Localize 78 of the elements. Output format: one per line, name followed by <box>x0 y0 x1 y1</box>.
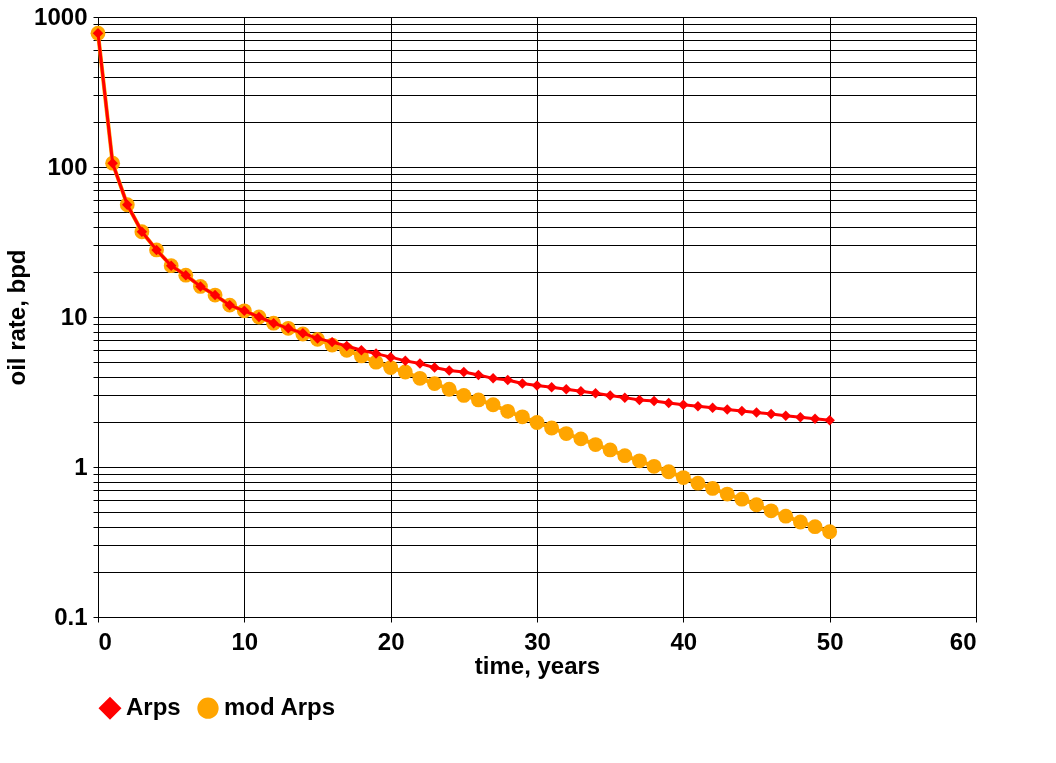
point <box>778 508 794 524</box>
point <box>458 366 470 378</box>
point <box>487 373 499 384</box>
point <box>809 413 821 424</box>
point <box>751 407 762 418</box>
x-tick-label: 0 <box>98 627 112 655</box>
point <box>734 491 750 507</box>
point <box>517 378 528 389</box>
point <box>414 358 426 369</box>
point <box>502 374 513 386</box>
point <box>634 394 645 406</box>
point <box>529 415 545 430</box>
point <box>602 442 618 458</box>
point <box>707 402 718 414</box>
point <box>385 351 396 363</box>
point <box>807 519 823 535</box>
point <box>675 470 691 485</box>
point <box>690 475 706 491</box>
point <box>558 426 574 441</box>
point <box>663 397 674 409</box>
point <box>456 388 472 403</box>
point <box>368 354 384 370</box>
point <box>590 388 601 399</box>
y-tick-label: 100 <box>47 152 88 180</box>
y-tick-label: 1 <box>74 452 88 480</box>
point <box>500 403 516 419</box>
point <box>619 392 631 403</box>
point <box>780 410 792 421</box>
point <box>604 390 616 401</box>
point <box>429 362 440 373</box>
point <box>795 411 806 423</box>
point <box>514 409 530 425</box>
point <box>356 345 367 356</box>
point <box>443 365 455 376</box>
legend-label: Arps <box>126 693 181 721</box>
point <box>824 414 835 426</box>
point <box>546 382 557 393</box>
y-tick-label: 10 <box>60 302 88 330</box>
point <box>678 399 689 410</box>
point <box>531 380 543 391</box>
x-tick-label: 10 <box>231 627 259 655</box>
point <box>427 376 442 391</box>
point <box>383 360 399 375</box>
point <box>441 381 457 397</box>
point <box>705 481 721 496</box>
point <box>719 486 735 502</box>
point <box>575 385 587 397</box>
point <box>721 404 733 415</box>
point <box>412 370 428 386</box>
legend-label: mod Arps <box>224 693 336 721</box>
point <box>822 524 838 540</box>
point <box>473 369 484 381</box>
point <box>471 392 486 408</box>
point <box>646 458 662 474</box>
point <box>561 383 572 395</box>
point <box>692 401 704 412</box>
point <box>341 340 353 352</box>
point <box>632 453 647 469</box>
point <box>617 448 633 464</box>
point <box>326 336 338 348</box>
point <box>370 348 382 359</box>
point <box>485 397 501 413</box>
x-tick-label: 40 <box>670 627 698 655</box>
point <box>588 437 603 453</box>
y-tick-label: 1000 <box>34 2 88 30</box>
point <box>763 503 779 519</box>
point <box>544 420 560 436</box>
point <box>397 364 413 380</box>
x-tick-label: 60 <box>949 627 977 655</box>
point <box>749 497 764 513</box>
y-axis-title: oil rate, bpd <box>3 249 31 386</box>
x-tick-label: 20 <box>377 627 405 655</box>
y-tick-label: 0.1 <box>54 602 88 630</box>
point <box>792 514 808 530</box>
x-tick-label: 50 <box>816 627 844 655</box>
point <box>400 355 411 367</box>
point <box>573 431 589 447</box>
point <box>661 464 677 480</box>
